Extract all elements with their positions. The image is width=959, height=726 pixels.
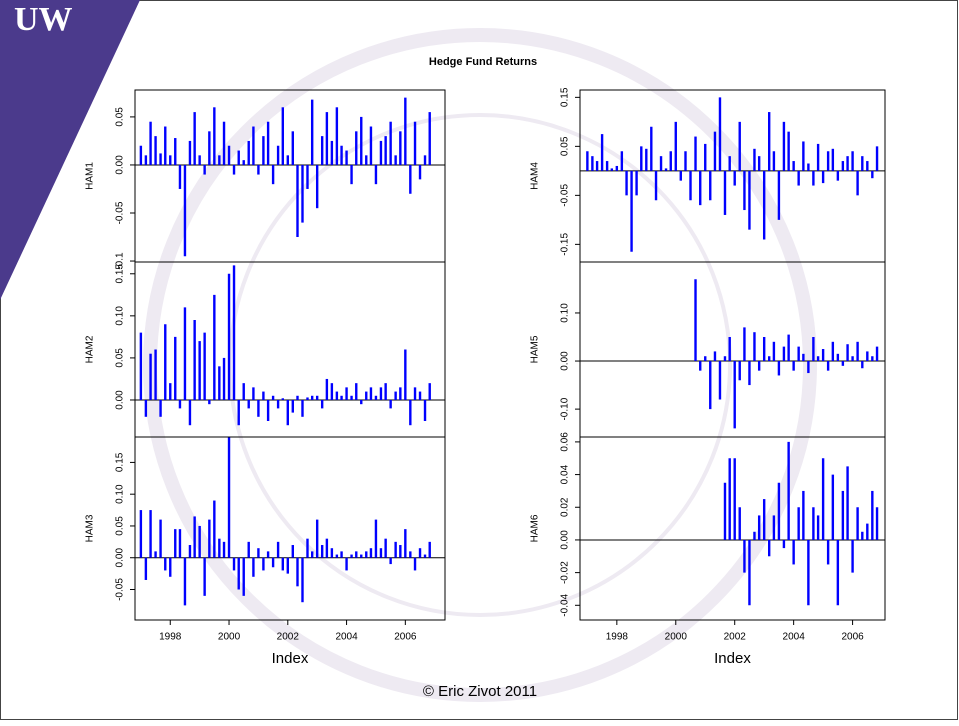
y-tick-label: 0.10: [115, 484, 126, 504]
footer: © Eric Zivot 2011: [423, 683, 537, 700]
y-axis-label: HAM2: [85, 335, 96, 363]
y-tick-label: 0.10: [560, 303, 571, 323]
y-tick-label: -0.15: [560, 233, 571, 256]
y-tick-label: -0.04: [560, 593, 571, 616]
y-tick-label: 0.15: [115, 452, 126, 472]
logo: UW: [14, 1, 73, 38]
y-axis-label: HAM6: [530, 514, 541, 542]
x-tick-label: 2002: [724, 632, 747, 643]
y-tick-label: 0.02: [560, 497, 571, 517]
x-tick-label: 2004: [335, 632, 358, 643]
y-tick-label: -0.05: [115, 578, 126, 601]
y-axis-label: HAM5: [530, 335, 541, 363]
y-tick-label: -0.05: [560, 184, 571, 207]
y-tick-label: 0.15: [115, 264, 126, 284]
x-tick-label: 2002: [277, 632, 300, 643]
y-axis-label: HAM4: [530, 162, 541, 190]
x-axis-label: Index: [714, 650, 751, 667]
y-tick-label: 0.05: [115, 348, 126, 368]
y-tick-label: 0.00: [560, 530, 571, 550]
y-tick-label: 0.15: [560, 87, 571, 107]
x-tick-label: 1998: [159, 632, 182, 643]
y-tick-label: -0.10: [560, 397, 571, 420]
x-tick-label: 2006: [394, 632, 417, 643]
y-tick-label: 0.06: [560, 432, 571, 452]
y-tick-label: 0.05: [115, 107, 126, 127]
y-tick-label: 0.10: [115, 306, 126, 326]
y-tick-label: 0.05: [115, 516, 126, 536]
y-tick-label: 0.04: [560, 464, 571, 484]
x-axis-label: Index: [272, 650, 309, 667]
y-tick-label: 0.00: [115, 390, 126, 410]
y-tick-label: -0.02: [560, 561, 571, 584]
x-tick-label: 2004: [783, 632, 806, 643]
x-tick-label: 1998: [606, 632, 629, 643]
slide: UW Hedge Fund Returns © Eric Zivot 2011 …: [0, 0, 959, 721]
y-axis-label: HAM3: [85, 514, 96, 542]
y-tick-label: 0.00: [115, 548, 126, 568]
y-tick-label: -0.05: [115, 201, 126, 224]
x-tick-label: 2000: [218, 632, 241, 643]
y-tick-label: 0.00: [560, 351, 571, 371]
x-tick-label: 2000: [665, 632, 688, 643]
y-axis-label: HAM1: [85, 162, 96, 190]
x-tick-label: 2006: [841, 632, 864, 643]
chart-title: Hedge Fund Returns: [429, 56, 537, 68]
y-tick-label: 0.00: [115, 155, 126, 175]
y-tick-label: 0.05: [560, 136, 571, 156]
